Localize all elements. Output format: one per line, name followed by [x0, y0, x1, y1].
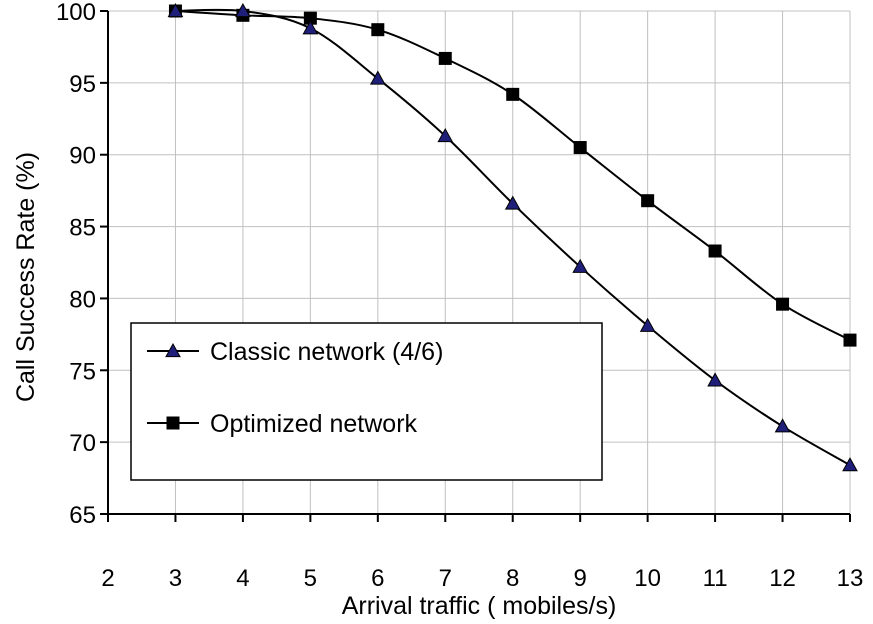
data-point-square: [843, 333, 857, 347]
data-point-square: [506, 87, 520, 101]
axes: [107, 11, 850, 515]
data-point-triangle: [842, 457, 858, 472]
data-point-triangle: [504, 195, 521, 210]
x-tick-label: 2: [101, 565, 114, 592]
series-line: [175, 10, 851, 341]
legend-box: [130, 322, 603, 481]
data-point-square: [708, 244, 722, 258]
x-tick-label: 4: [236, 565, 249, 592]
data-point-triangle: [707, 372, 723, 387]
series-classic: [167, 2, 858, 472]
data-point-triangle: [572, 258, 589, 273]
y-tick-label: 80: [69, 286, 96, 313]
legend-marker-triangle: [165, 342, 181, 358]
data-point-triangle: [302, 20, 319, 35]
y-tick-label: 100: [56, 0, 96, 26]
data-point-square: [776, 297, 790, 311]
x-tick-label: 10: [634, 565, 661, 592]
legend: Classic network (4/6) Optimized network: [130, 322, 603, 481]
series-group: [167, 2, 858, 472]
x-tick-label: 11: [703, 565, 728, 592]
y-tick-label: 85: [69, 215, 96, 242]
data-point-square: [438, 51, 452, 65]
y-tick-label: 70: [69, 430, 96, 457]
y-tick-label: 65: [69, 502, 96, 529]
x-tick-label: 13: [837, 565, 864, 592]
y-tick-label: 90: [69, 143, 96, 170]
x-tick-label: 9: [574, 565, 587, 592]
data-point-triangle: [437, 128, 454, 143]
x-tick-label: 3: [169, 565, 182, 592]
data-point-square: [371, 23, 385, 37]
data-point-square: [641, 194, 655, 208]
data-point-triangle: [167, 2, 184, 18]
x-tick-label: 12: [769, 565, 796, 592]
data-point-triangle: [235, 2, 251, 18]
ticks: 2 3 4 5 6 7 8 9 10 11 12 13 65 70 75 80 85 90 95 100: [56, 0, 863, 592]
y-tick-label: 75: [69, 358, 96, 385]
data-point-triangle: [639, 317, 656, 332]
y-axis-label: Call Success Rate (%): [12, 152, 40, 402]
x-axis-label: Arrival traffic ( mobiles/s): [342, 592, 617, 620]
legend-label: Optimized network: [210, 410, 418, 438]
legend-label: Classic network (4/6): [210, 338, 443, 366]
data-point-triangle: [369, 70, 386, 85]
y-tick-label: 95: [69, 71, 96, 98]
data-point-square: [573, 141, 587, 155]
x-tick-label: 6: [371, 565, 384, 592]
x-tick-label: 8: [506, 565, 519, 592]
data-point-triangle: [774, 418, 791, 433]
x-tick-label: 7: [439, 565, 452, 592]
x-tick-label: 5: [304, 565, 317, 592]
legend-marker-square: [166, 416, 180, 430]
